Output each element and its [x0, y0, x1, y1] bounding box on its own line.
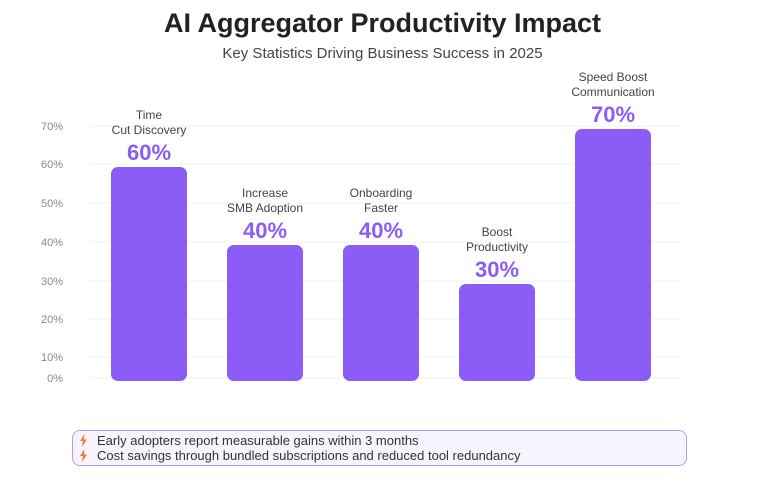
category-label: SMB Adoption — [227, 201, 303, 215]
category-label: Speed Boost — [579, 70, 648, 84]
bar — [227, 245, 303, 381]
data-label: 40% — [243, 218, 287, 243]
category-label: Communication — [571, 85, 654, 99]
y-tick-label: 30% — [41, 276, 63, 288]
category-label: Faster — [364, 201, 398, 215]
note-item: Cost savings through bundled subscriptio… — [80, 448, 686, 463]
y-tick-label: 60% — [41, 159, 63, 171]
notes-box: Early adopters report measurable gains w… — [72, 430, 687, 466]
lightning-bolt-icon — [80, 434, 87, 447]
bar — [343, 245, 419, 381]
y-tick-label: 40% — [41, 237, 63, 249]
note-text: Cost savings through bundled subscriptio… — [97, 448, 521, 463]
y-tick-label: 70% — [41, 121, 63, 133]
chart-title: AI Aggregator Productivity Impact — [163, 8, 602, 38]
note-text: Early adopters report measurable gains w… — [97, 433, 419, 448]
bar — [459, 284, 535, 381]
y-tick-label: 0% — [47, 373, 63, 385]
category-label: Time — [136, 108, 163, 122]
chart-subtitle: Key Statistics Driving Business Success … — [222, 45, 543, 62]
category-label: Increase — [242, 186, 288, 200]
y-tick-label: 10% — [41, 352, 63, 364]
y-tick-label: 20% — [41, 314, 63, 326]
category-label: Boost — [482, 225, 513, 239]
data-label: 40% — [359, 218, 403, 243]
category-label: Onboarding — [350, 186, 413, 200]
category-label: Cut Discovery — [112, 123, 187, 137]
y-tick-label: 50% — [41, 198, 63, 210]
data-label: 30% — [475, 257, 519, 282]
lightning-bolt-icon — [80, 449, 87, 462]
data-label: 60% — [127, 140, 171, 165]
data-label: 70% — [591, 102, 635, 127]
note-item: Early adopters report measurable gains w… — [80, 433, 686, 448]
bar — [575, 129, 651, 381]
bar — [111, 167, 187, 381]
category-label: Productivity — [466, 240, 528, 254]
